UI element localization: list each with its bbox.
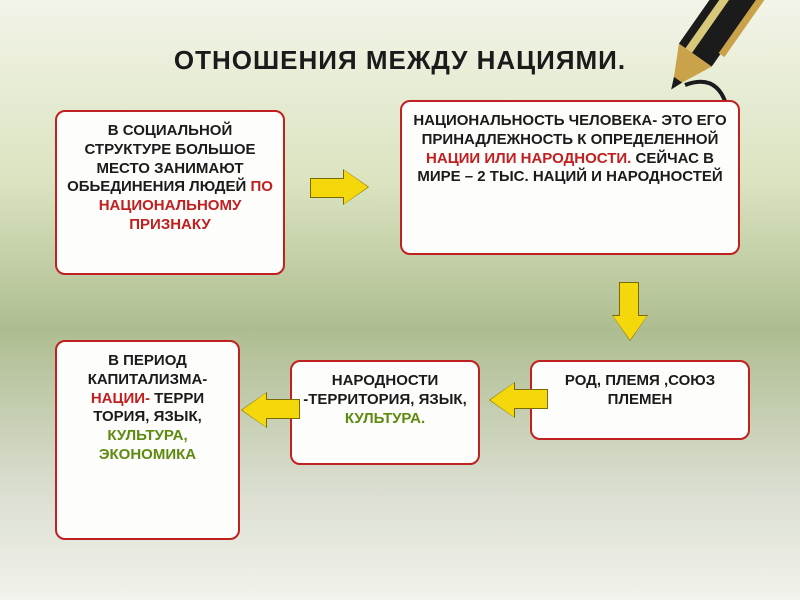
box-nationality-definition: НАЦИОНАЛЬНОСТЬ ЧЕЛОВЕКА- ЭТО ЕГО ПРИНАДЛ… (400, 100, 740, 255)
arrow-icon (613, 282, 647, 342)
slide: ОТНОШЕНИЯ МЕЖДУ НАЦИЯМИ. В СОЦИАЛЬНОЙ СТ… (0, 0, 800, 600)
text: В СОЦИАЛЬНОЙ СТРУКТУРЕ БОЛЬШОЕ МЕСТО ЗАН… (67, 122, 255, 195)
text: В ПЕРИОД КАПИТАЛИЗМА- (88, 352, 208, 388)
slide-title: ОТНОШЕНИЯ МЕЖДУ НАЦИЯМИ. (0, 45, 800, 76)
box-social-structure: В СОЦИАЛЬНОЙ СТРУКТУРЕ БОЛЬШОЕ МЕСТО ЗАН… (55, 110, 285, 275)
arrow-icon (310, 170, 370, 204)
box-narodnosti: НАРОДНОСТИ -ТЕРРИТОРИЯ, ЯЗЫК, КУЛЬТУРА. (290, 360, 480, 465)
arrow-icon (240, 393, 300, 427)
box-capitalism-nations: В ПЕРИОД КАПИТАЛИЗМА- НАЦИИ- ТЕРРИ ТОРИЯ… (55, 340, 240, 540)
text-accent: КУЛЬТУРА. (345, 410, 425, 427)
box-clan-tribe: РОД, ПЛЕМЯ ,СОЮЗ ПЛЕМЕН (530, 360, 750, 440)
text: НАРОДНОСТИ -ТЕРРИТОРИЯ, ЯЗЫК, (303, 372, 467, 408)
text: РОД, ПЛЕМЯ ,СОЮЗ ПЛЕМЕН (565, 372, 715, 408)
text-accent: КУЛЬТУРА, ЭКОНОМИКА (99, 427, 196, 463)
text-accent: НАЦИИ ИЛИ НАРОДНОСТИ. (426, 150, 631, 167)
text: НАЦИОНАЛЬНОСТЬ ЧЕЛОВЕКА- ЭТО ЕГО ПРИНАДЛ… (413, 112, 726, 148)
text-accent: НАЦИИ- (91, 390, 150, 407)
arrow-icon (488, 383, 548, 417)
